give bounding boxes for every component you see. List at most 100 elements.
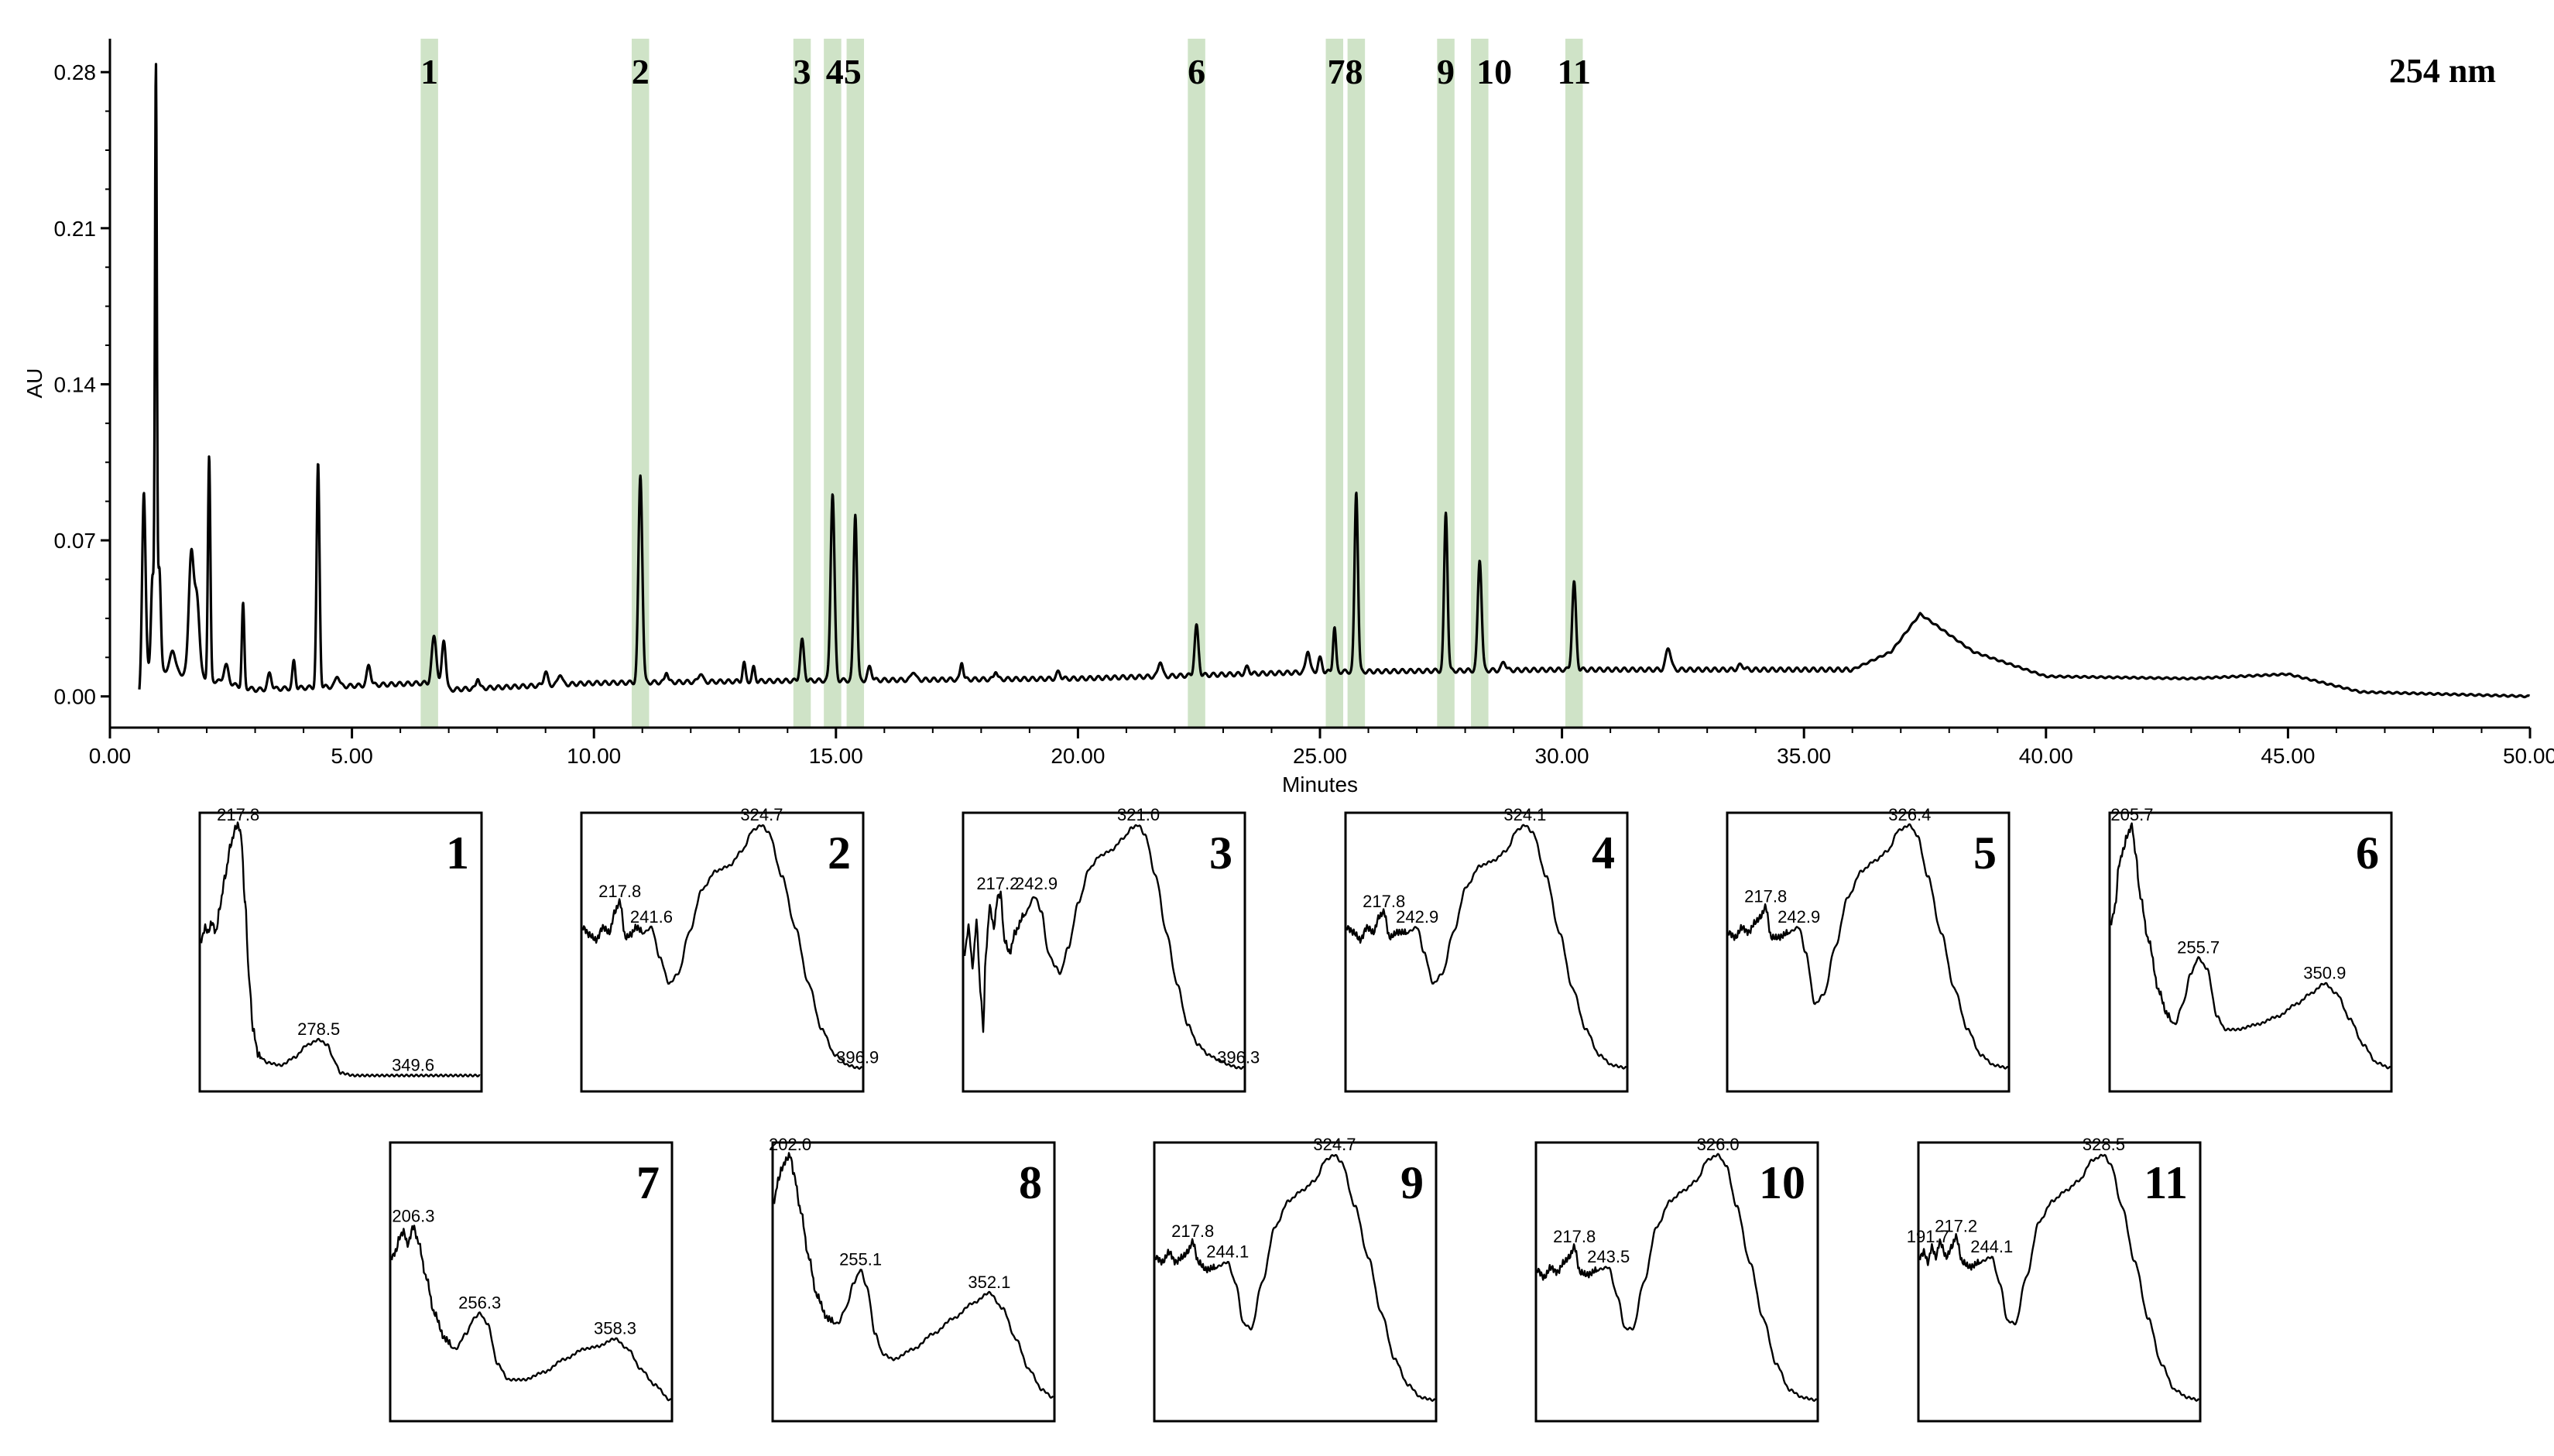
chromatogram-trace xyxy=(138,63,2531,699)
spectrum-frame xyxy=(2108,811,2393,1093)
highlight-band-1 xyxy=(420,39,438,728)
spectrum-frame xyxy=(198,811,483,1093)
spectrum-peak-label: 244.1 xyxy=(1970,1237,2013,1256)
spectrum-peak-label: 324.1 xyxy=(1503,805,1546,824)
highlight-band-6 xyxy=(1188,39,1205,728)
y-tick-label: 0.00 xyxy=(54,685,97,709)
x-tick-label: 0.00 xyxy=(89,744,132,768)
spectrum-peak-label: 206.3 xyxy=(392,1206,434,1225)
spectrum-trace xyxy=(1154,1153,1436,1402)
spectrum-peak-label: 217.8 xyxy=(1553,1227,1596,1246)
spectrum-peak-label: 396.3 xyxy=(1217,1048,1260,1067)
spectrum-peak-label: 242.9 xyxy=(1396,907,1438,927)
uv-spectrum-panel-8: 202.0 255.1 352.1 8 xyxy=(769,1135,1056,1423)
spectrum-number-label: 1 xyxy=(446,827,469,879)
spectrum-peak-label: 324.7 xyxy=(740,805,783,824)
x-tick-label: 20.00 xyxy=(1051,744,1105,768)
wavelength-label: 254 nm xyxy=(2389,52,2496,90)
spectrum-number-label: 9 xyxy=(1400,1157,1424,1208)
highlight-bands xyxy=(420,39,1583,728)
spectrum-peak-label: 358.3 xyxy=(594,1319,636,1338)
spectrum-frame xyxy=(1153,1141,1438,1423)
spectrum-number-label: 11 xyxy=(2144,1157,2188,1208)
x-tick-label: 30.00 xyxy=(1535,744,1589,768)
highlight-band-8 xyxy=(1347,39,1366,728)
spectrum-number-label: 8 xyxy=(1019,1157,1042,1208)
spectrum-peak-label: 217.2 xyxy=(976,874,1019,893)
highlight-band-3 xyxy=(793,39,811,728)
uv-spectrum-panel-1: 217.8 278.5 349.6 1 xyxy=(198,805,483,1093)
spectrum-peak-label: 217.2 xyxy=(1935,1217,1977,1236)
x-tick-label: 50.00 xyxy=(2503,744,2554,768)
spectrum-trace xyxy=(1918,1153,2200,1402)
x-tick-label: 10.00 xyxy=(567,744,621,768)
x-tick-label: 25.00 xyxy=(1293,744,1347,768)
spectrum-peak-label: 217.8 xyxy=(1744,887,1787,906)
spectrum-peak-label: 324.7 xyxy=(1313,1135,1356,1154)
x-ticks: 0.00 5.00 10.00 15.00 20.00 25.00 30.00 35.00 40… xyxy=(89,728,2554,768)
uv-spectrum-panel-7: 206.3 256.3 358.3 7 xyxy=(389,1141,674,1423)
spectrum-trace xyxy=(1346,824,1627,1070)
spectrum-peak-label: 205.7 xyxy=(2110,805,2153,824)
spectrum-peak-label: 241.6 xyxy=(630,907,673,927)
spectrum-trace xyxy=(963,824,1245,1070)
x-tick-label: 35.00 xyxy=(1777,744,1831,768)
spectrum-number-label: 6 xyxy=(2356,827,2379,879)
spectrum-number-label: 2 xyxy=(828,827,851,879)
spectrum-peak-label: 278.5 xyxy=(297,1019,340,1039)
spectrum-frame xyxy=(1917,1141,2202,1423)
highlight-band-10 xyxy=(1471,39,1489,728)
peak-number-label: 3 xyxy=(794,52,811,91)
uv-spectrum-panel-6: 205.7 255.7 350.9 6 xyxy=(2108,805,2393,1093)
spectrum-peak-label: 256.3 xyxy=(458,1293,501,1313)
spectrum-peak-label: 321.0 xyxy=(1117,805,1160,824)
spectrum-trace xyxy=(200,821,481,1077)
spectrum-trace xyxy=(390,1225,672,1402)
spectrum-number-label: 5 xyxy=(1973,827,1997,879)
spectrum-number-label: 3 xyxy=(1209,827,1232,879)
y-tick-label: 0.07 xyxy=(54,529,97,553)
spectrum-peak-label: 217.8 xyxy=(598,882,641,901)
spectrum-peak-label: 326.4 xyxy=(1888,805,1931,824)
peak-number-label: 1 xyxy=(420,52,438,91)
spectrum-number-label: 10 xyxy=(1759,1157,1805,1208)
x-tick-label: 45.00 xyxy=(2261,744,2315,768)
spectrum-number-label: 4 xyxy=(1592,827,1615,879)
highlight-band-11 xyxy=(1565,39,1583,728)
spectrum-peak-label: 242.9 xyxy=(1778,907,1820,927)
spectrum-peak-label: 255.7 xyxy=(2177,938,2220,958)
x-axis-title: Minutes xyxy=(1282,773,1358,797)
spectrum-peak-label: 217.8 xyxy=(1363,892,1405,911)
spectrum-peak-label: 202.0 xyxy=(769,1135,811,1154)
peak-number-label: 78 xyxy=(1328,52,1363,91)
peak-number-label: 6 xyxy=(1188,52,1205,91)
uv-spectra-panels: 217.8278.5349.61217.8241.6324.7396.92217… xyxy=(198,805,2393,1423)
spectrum-frame xyxy=(1534,1141,1819,1423)
spectrum-peak-label: 350.9 xyxy=(2303,964,2346,983)
spectrum-peak-label: 255.1 xyxy=(839,1250,882,1269)
spectrum-peak-label: 352.1 xyxy=(968,1273,1010,1292)
x-tick-label: 15.00 xyxy=(809,744,863,768)
y-tick-label: 0.21 xyxy=(54,217,97,241)
spectrum-frame xyxy=(771,1141,1056,1423)
spectrum-number-label: 7 xyxy=(636,1157,660,1208)
highlight-band-7 xyxy=(1325,39,1344,728)
spectrum-frame xyxy=(1726,811,2011,1093)
spectrum-peak-label: 217.8 xyxy=(1171,1221,1214,1241)
spectrum-trace xyxy=(1727,823,2009,1070)
spectrum-peak-label: 217.8 xyxy=(217,805,259,824)
chromatogram-panel: 0.00 0.07 0.14 0.21 0.28 0.00 5.00 10.00 15.00 2… xyxy=(22,39,2554,797)
peak-number-label: 11 xyxy=(1557,52,1590,91)
spectrum-frame xyxy=(580,811,865,1093)
x-tick-label: 5.00 xyxy=(331,744,373,768)
highlight-band-2 xyxy=(631,39,650,728)
y-ticks: 0.00 0.07 0.14 0.21 0.28 xyxy=(54,60,110,709)
x-tick-label: 40.00 xyxy=(2019,744,2073,768)
highlight-band-4 xyxy=(824,39,842,728)
spectrum-peak-label: 243.5 xyxy=(1587,1247,1630,1266)
